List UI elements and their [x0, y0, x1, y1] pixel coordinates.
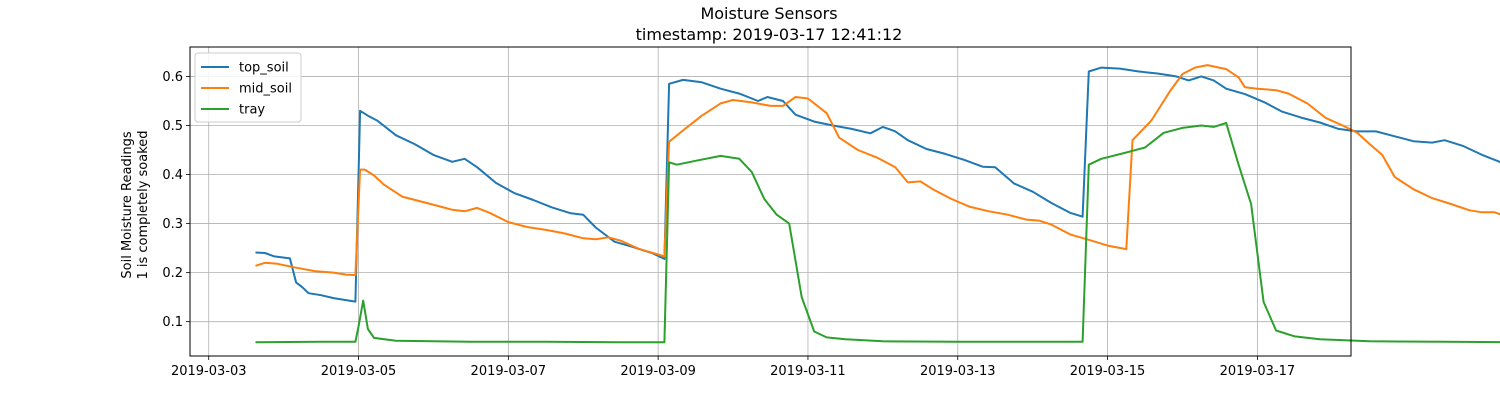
axis-ticks: 2019-03-03 2019-03-05 2019-03-07 2019-03-09… — [162, 70, 1295, 379]
series-line-tray — [255, 122, 1500, 344]
x-tick-label: 2019-03-09 — [620, 364, 696, 379]
series-line-mid-soil — [255, 64, 1500, 277]
y-tick-label: 0.6 — [162, 70, 183, 85]
x-tick-label: 2019-03-03 — [171, 364, 247, 379]
grid — [190, 47, 1351, 356]
legend-label-mid-soil: mid_soil — [239, 82, 292, 97]
series-line-top-soil — [255, 66, 1500, 303]
y-tick-label: 0.3 — [162, 217, 183, 232]
chart-subtitle: timestamp: 2019-03-17 12:41:12 — [636, 25, 903, 44]
y-tick-label: 0.2 — [162, 266, 183, 281]
x-tick-label: 2019-03-15 — [1070, 364, 1146, 379]
x-tick-label: 2019-03-05 — [321, 364, 397, 379]
x-tick-label: 2019-03-17 — [1220, 364, 1296, 379]
legend-box — [194, 52, 302, 123]
y-axis-label-line1: Soil Moisture Readings — [120, 131, 135, 278]
legend-label-top-soil: top_soil — [239, 61, 289, 76]
chart-title: Moisture Sensors — [700, 4, 837, 23]
plot-frame — [189, 46, 1352, 357]
series-lines — [255, 64, 1500, 344]
x-tick-label: 2019-03-07 — [471, 364, 547, 379]
y-tick-label: 0.1 — [162, 315, 183, 330]
y-tick-label: 0.4 — [162, 168, 183, 183]
x-tick-label: 2019-03-11 — [770, 364, 846, 379]
x-tick-label: 2019-03-13 — [920, 364, 996, 379]
legend-label-tray: tray — [239, 103, 265, 118]
y-axis-label-line2: 1 is completely soaked — [136, 130, 151, 279]
y-tick-label: 0.5 — [162, 119, 183, 134]
